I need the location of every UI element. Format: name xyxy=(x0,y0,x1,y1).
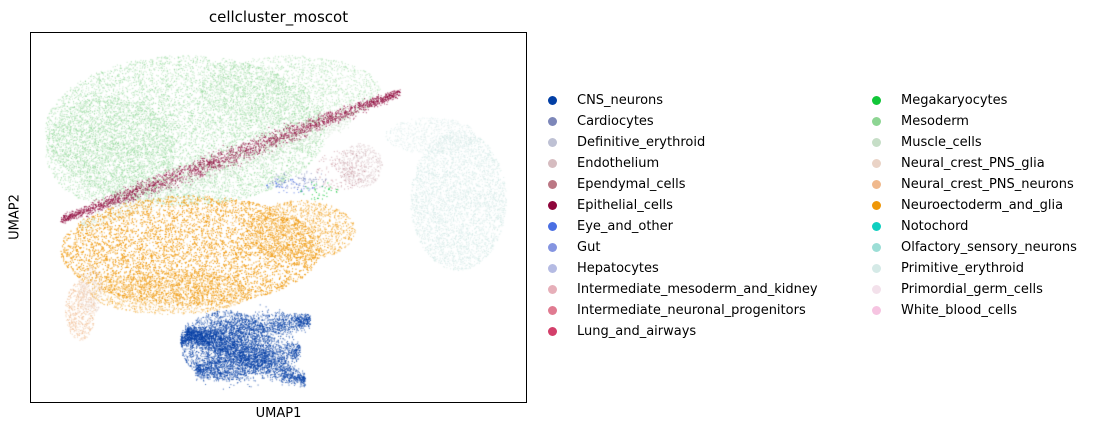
legend-marker xyxy=(872,180,881,189)
legend-label: White_blood_cells xyxy=(901,303,1017,318)
legend-marker xyxy=(872,201,881,210)
legend-marker xyxy=(548,327,557,336)
x-axis-label: UMAP1 xyxy=(255,406,302,421)
legend-marker xyxy=(872,222,881,231)
legend-marker xyxy=(872,159,881,168)
legend-marker xyxy=(548,222,557,231)
legend-label: Hepatocytes xyxy=(577,261,659,276)
legend-marker xyxy=(548,243,557,252)
legend-marker xyxy=(548,180,557,189)
legend-marker xyxy=(548,264,557,273)
legend-label: Primordial_germ_cells xyxy=(901,282,1043,297)
legend-label: Epithelial_cells xyxy=(577,198,673,213)
legend-label: Cardiocytes xyxy=(577,114,654,129)
legend-label: CNS_neurons xyxy=(577,93,664,108)
legend-marker xyxy=(548,138,557,147)
legend-label: Gut xyxy=(577,240,601,255)
umap-scatter-points xyxy=(31,33,526,402)
legend-marker xyxy=(548,306,557,315)
chart-title: cellcluster_moscot xyxy=(208,8,349,26)
legend-label: Definitive_erythroid xyxy=(577,135,706,150)
legend-marker xyxy=(872,243,881,252)
legend-label: Neural_crest_PNS_neurons xyxy=(901,177,1074,192)
legend-marker xyxy=(548,159,557,168)
legend-label: Neural_crest_PNS_glia xyxy=(901,156,1045,171)
y-axis-label: UMAP2 xyxy=(7,194,23,240)
legend-marker xyxy=(872,138,881,147)
legend-marker xyxy=(872,264,881,273)
legend-label: Notochord xyxy=(901,219,969,234)
legend-label: Endothelium xyxy=(577,156,660,171)
plot-frame xyxy=(30,32,527,403)
legend-marker xyxy=(872,285,881,294)
legend-marker xyxy=(548,201,557,210)
legend-marker xyxy=(548,96,557,105)
legend-label: Muscle_cells xyxy=(901,135,982,150)
legend-label: Intermediate_neuronal_progenitors xyxy=(577,303,806,318)
legend-label: Eye_and_other xyxy=(577,219,673,234)
legend-label: Megakaryocytes xyxy=(901,93,1008,108)
legend-label: Ependymal_cells xyxy=(577,177,686,192)
legend-label: Lung_and_airways xyxy=(577,324,697,339)
legend-marker xyxy=(548,117,557,126)
legend-label: Intermediate_mesoderm_and_kidney xyxy=(577,282,818,297)
legend-label: Primitive_erythroid xyxy=(901,261,1024,276)
legend-marker xyxy=(548,285,557,294)
legend-marker xyxy=(872,96,881,105)
legend-label: Olfactory_sensory_neurons xyxy=(901,240,1077,255)
legend-label: Neuroectoderm_and_glia xyxy=(901,198,1064,213)
legend-marker xyxy=(872,306,881,315)
legend-marker xyxy=(872,117,881,126)
legend-label: Mesoderm xyxy=(901,114,969,129)
